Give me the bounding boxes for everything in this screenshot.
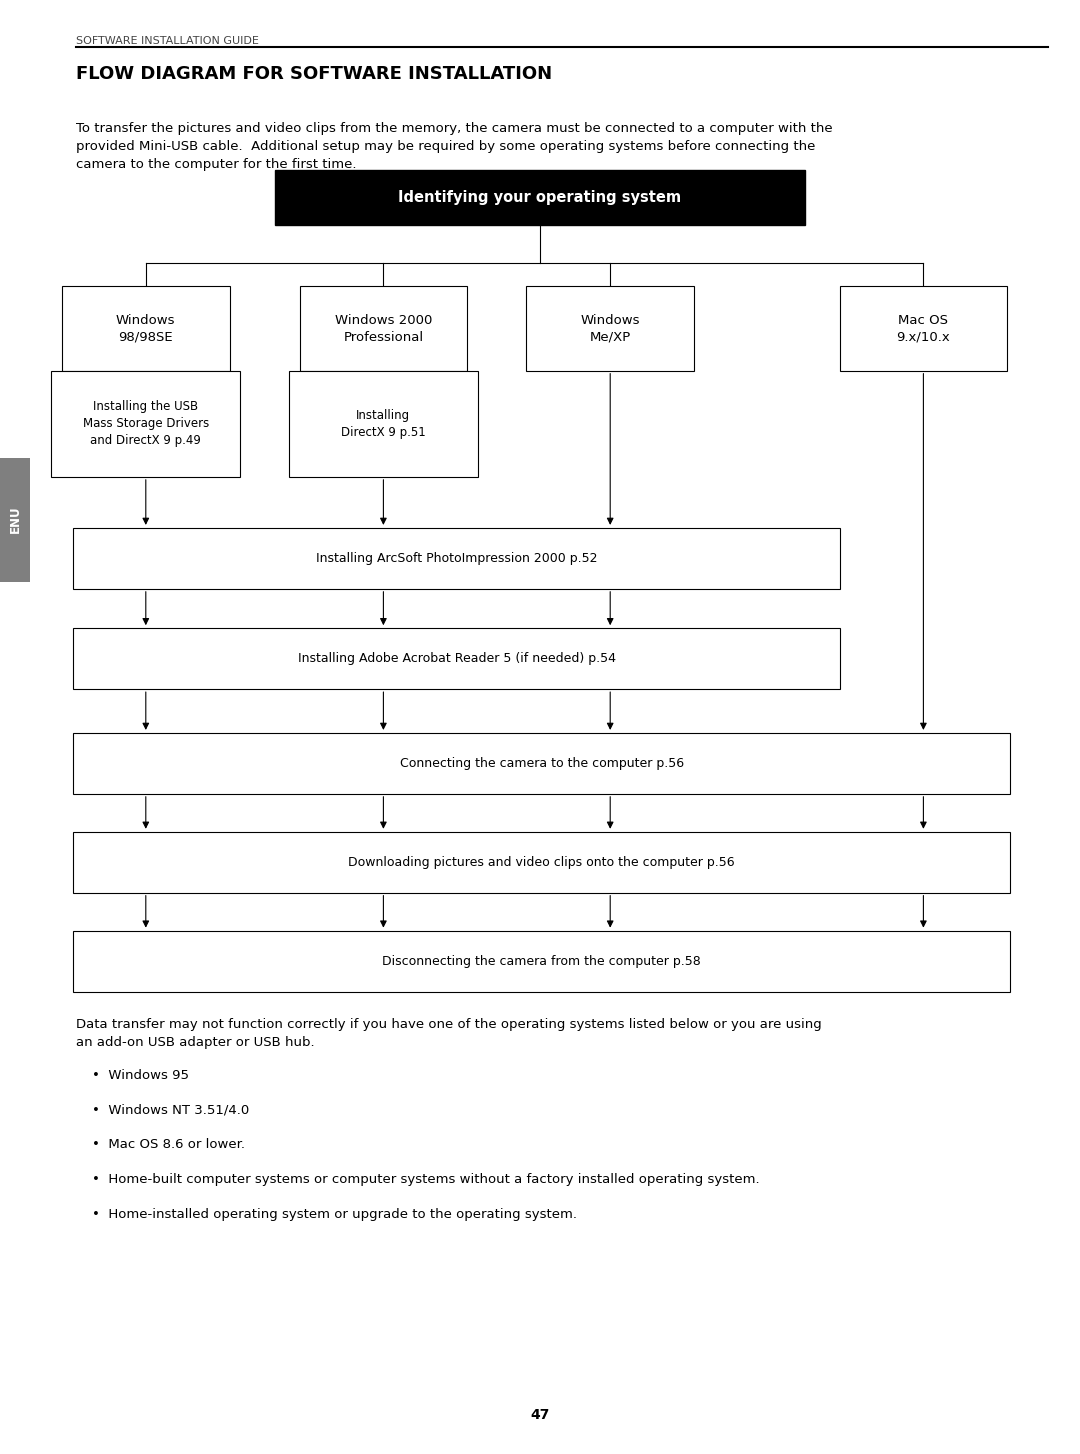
Text: Installing Adobe Acrobat Reader 5 (if needed) p.54: Installing Adobe Acrobat Reader 5 (if ne… xyxy=(298,653,616,664)
Text: Windows
98/98SE: Windows 98/98SE xyxy=(116,314,176,343)
Text: Disconnecting the camera from the computer p.58: Disconnecting the camera from the comput… xyxy=(382,955,701,967)
Text: Installing the USB
Mass Storage Drivers
and DirectX 9 p.49: Installing the USB Mass Storage Drivers … xyxy=(83,400,208,448)
FancyBboxPatch shape xyxy=(289,371,477,477)
FancyBboxPatch shape xyxy=(0,458,30,582)
Text: •  Windows 95: • Windows 95 xyxy=(92,1069,189,1082)
Text: Data transfer may not function correctly if you have one of the operating system: Data transfer may not function correctly… xyxy=(76,1018,822,1048)
FancyBboxPatch shape xyxy=(526,286,693,371)
Text: ENU: ENU xyxy=(9,506,22,532)
Text: Mac OS
9.x/10.x: Mac OS 9.x/10.x xyxy=(896,314,950,343)
Text: Downloading pictures and video clips onto the computer p.56: Downloading pictures and video clips ont… xyxy=(349,856,734,868)
FancyBboxPatch shape xyxy=(73,528,840,589)
FancyBboxPatch shape xyxy=(840,286,1008,371)
Text: FLOW DIAGRAM FOR SOFTWARE INSTALLATION: FLOW DIAGRAM FOR SOFTWARE INSTALLATION xyxy=(76,65,552,83)
Text: Windows
Me/XP: Windows Me/XP xyxy=(580,314,640,343)
FancyBboxPatch shape xyxy=(300,286,468,371)
FancyBboxPatch shape xyxy=(73,931,1010,992)
FancyBboxPatch shape xyxy=(73,733,1010,794)
Text: Identifying your operating system: Identifying your operating system xyxy=(399,190,681,205)
FancyBboxPatch shape xyxy=(52,371,241,477)
Text: Installing ArcSoft PhotoImpression 2000 p.52: Installing ArcSoft PhotoImpression 2000 … xyxy=(316,553,597,564)
Text: •  Windows NT 3.51/4.0: • Windows NT 3.51/4.0 xyxy=(92,1104,249,1117)
Text: •  Home-installed operating system or upgrade to the operating system.: • Home-installed operating system or upg… xyxy=(92,1208,577,1221)
FancyBboxPatch shape xyxy=(73,832,1010,893)
FancyBboxPatch shape xyxy=(275,170,805,225)
Text: Connecting the camera to the computer p.56: Connecting the camera to the computer p.… xyxy=(400,758,684,769)
Text: Windows 2000
Professional: Windows 2000 Professional xyxy=(335,314,432,343)
FancyBboxPatch shape xyxy=(73,628,840,689)
Text: Installing
DirectX 9 p.51: Installing DirectX 9 p.51 xyxy=(341,409,426,439)
FancyBboxPatch shape xyxy=(63,286,230,371)
Text: To transfer the pictures and video clips from the memory, the camera must be con: To transfer the pictures and video clips… xyxy=(76,122,833,172)
Text: 47: 47 xyxy=(530,1407,550,1422)
Text: SOFTWARE INSTALLATION GUIDE: SOFTWARE INSTALLATION GUIDE xyxy=(76,36,258,47)
Text: •  Home-built computer systems or computer systems without a factory installed o: • Home-built computer systems or compute… xyxy=(92,1173,759,1186)
Text: •  Mac OS 8.6 or lower.: • Mac OS 8.6 or lower. xyxy=(92,1138,245,1152)
